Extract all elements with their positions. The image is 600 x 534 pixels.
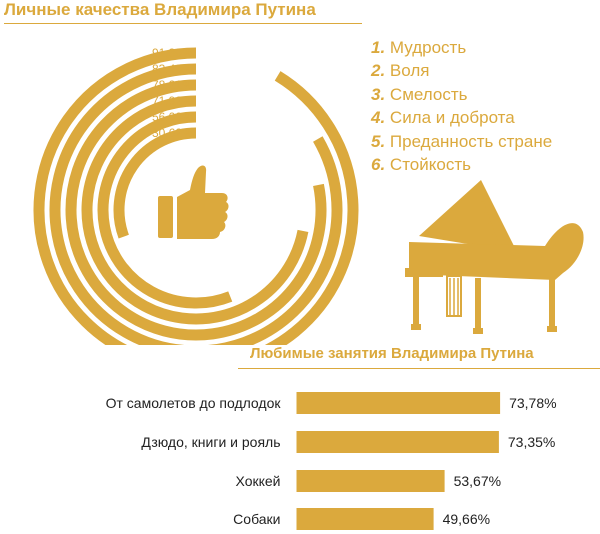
legend-item-number: 1.: [371, 38, 386, 57]
hobbies-chart-title: Любимые занятия Владимира Путина: [250, 345, 534, 362]
legend-item-number: 2.: [371, 61, 386, 81]
ring-value-label: 30,62%: [152, 126, 193, 140]
ring-arc: [65, 79, 327, 341]
grand-piano-icon: [405, 180, 584, 334]
legend-item-label: Преданность стране: [385, 131, 553, 151]
bar-value-label: 73,78%: [509, 395, 556, 411]
ring-arc: [49, 63, 343, 345]
ring-value-label: 56,00%: [152, 110, 193, 124]
ring-arc: [113, 127, 197, 239]
hobbies-title-underline: [238, 368, 600, 369]
legend-item-number: 5.: [371, 131, 386, 151]
legend-item-label: Стойкость: [385, 154, 471, 174]
legend-item: 4. Сила и доброта: [371, 106, 552, 129]
ring-arc: [33, 47, 359, 345]
qualities-legend: 1. Мудрость 2. Воля 3. Смелость 4. Сила и д…: [371, 36, 552, 176]
qualities-radial-chart: 91,30% 83,40% 78,21% 71,92% 56,00% 30,62%: [33, 46, 359, 345]
bar-category-label: Хоккей: [236, 473, 281, 489]
legend-item-label: Сила и доброта: [385, 108, 515, 128]
bar-value-label: 73,35%: [508, 434, 555, 450]
ring-value-label: 71,92%: [152, 94, 193, 108]
legend-item-label: Воля: [385, 61, 430, 81]
legend-item: 3. Смелость: [371, 83, 552, 106]
bar-value-label: 53,67%: [454, 473, 501, 489]
thumbs-up-icon: [158, 165, 229, 239]
qualities-title-underline: [4, 23, 362, 24]
bar: [296, 431, 499, 453]
legend-item: 5. Преданность стране: [371, 130, 552, 153]
legend-item-label: Смелость: [385, 84, 468, 104]
legend-item-label: Мудрость: [385, 38, 467, 57]
bar: [296, 470, 445, 492]
bar: [296, 392, 501, 414]
legend-item-number: 3.: [371, 84, 386, 104]
ring-arc: [97, 111, 233, 309]
ring-value-label: 78,21%: [152, 78, 193, 92]
legend-item: 6. Стойкость: [371, 153, 552, 176]
legend-item: 2. Воля: [371, 59, 552, 82]
legend-item-number: 6.: [371, 154, 386, 174]
bar-category-label: Собаки: [233, 511, 280, 527]
bar-category-label: От самолетов до подлодок: [106, 395, 282, 411]
bar-value-label: 49,66%: [443, 511, 490, 527]
ring-arc: [81, 95, 309, 325]
bar: [296, 508, 434, 530]
ring-value-label: 91,30%: [152, 46, 193, 60]
bar-category-label: Дзюдо, книги и рояль: [141, 434, 280, 450]
qualities-chart-title: Личные качества Владимира Путина: [4, 0, 316, 19]
legend-item: 1. Мудрость: [371, 36, 552, 59]
legend-item-number: 4.: [371, 108, 386, 128]
ring-value-label: 83,40%: [152, 62, 193, 76]
